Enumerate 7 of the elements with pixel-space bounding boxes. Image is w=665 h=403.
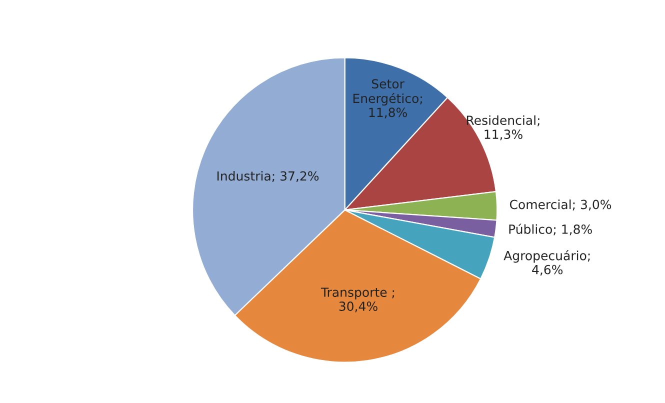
- slice-label: Transporte ; 30,4%: [320, 288, 394, 312]
- slice-label: Setor Energético; 11,8%: [353, 79, 422, 118]
- slice-label: Industria; 37,2%: [217, 171, 319, 182]
- slice-label: Residencial; 11,3%: [466, 115, 540, 140]
- slice-label: Agropecuário; 4,6%: [504, 250, 590, 276]
- slice-label: Comercial; 3,0%: [510, 200, 612, 210]
- slice-label: Público; 1,8%: [509, 224, 592, 236]
